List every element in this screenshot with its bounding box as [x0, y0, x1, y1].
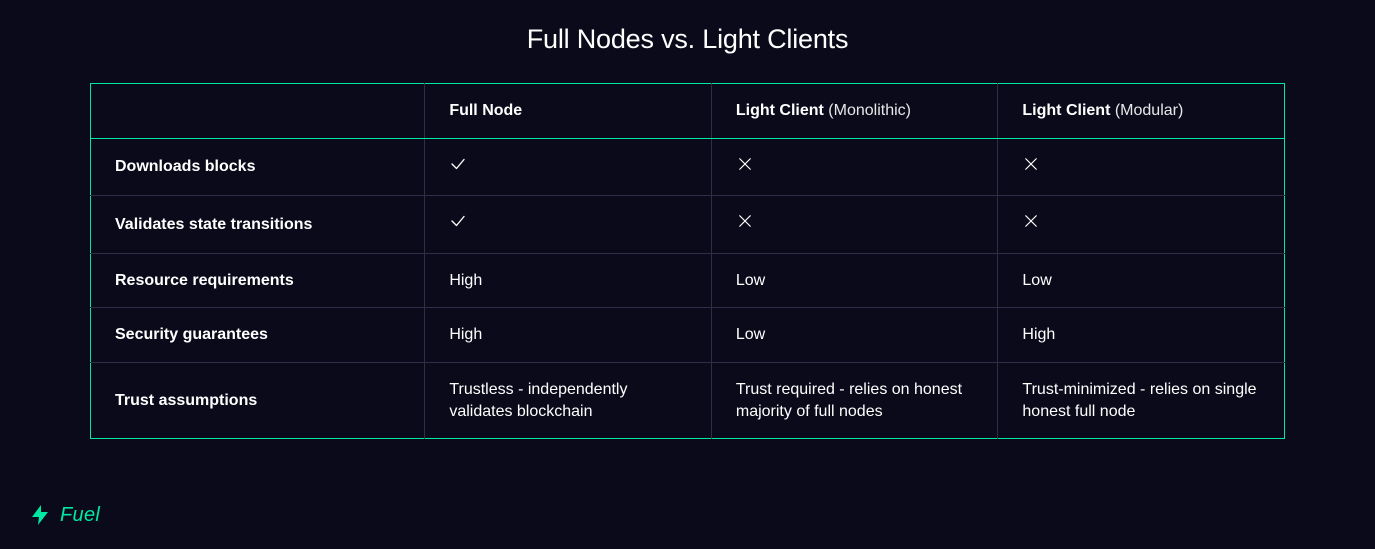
table-cell: Low — [711, 308, 998, 363]
brand-name: Fuel — [60, 504, 100, 527]
table-row: Resource requirements High Low Low — [91, 253, 1285, 308]
header-label: Light Client — [1022, 102, 1110, 119]
x-icon — [1022, 155, 1040, 173]
table-cell — [425, 196, 712, 254]
table-row: Trust assumptions Trustless - independent… — [91, 362, 1285, 438]
cell-text: Low — [736, 272, 765, 289]
cell-text: High — [449, 272, 482, 289]
cell-text: Low — [736, 326, 765, 343]
table-header-full-node: Full Node — [425, 84, 712, 139]
cell-text: Trustless - independently validates bloc… — [449, 381, 627, 420]
row-label: Trust assumptions — [91, 362, 425, 438]
footer-logo: Fuel — [28, 503, 100, 527]
table-cell: Low — [998, 253, 1285, 308]
x-icon — [736, 212, 754, 230]
row-label: Validates state transitions — [91, 196, 425, 254]
table-cell: Trust required - relies on honest majori… — [711, 362, 998, 438]
table-body: Downloads blocksValidates state transiti… — [91, 138, 1285, 439]
table-row: Security guarantees High Low High — [91, 308, 1285, 363]
cell-text: Trust required - relies on honest majori… — [736, 381, 962, 420]
row-label: Downloads blocks — [91, 138, 425, 196]
x-icon — [736, 155, 754, 173]
table-cell: Trustless - independently validates bloc… — [425, 362, 712, 438]
x-icon — [1022, 212, 1040, 230]
header-label: Full Node — [449, 102, 522, 119]
cell-text: High — [449, 326, 482, 343]
table-cell — [425, 138, 712, 196]
header-sub: (Modular) — [1115, 102, 1183, 119]
check-icon — [449, 212, 467, 230]
header-sub: (Monolithic) — [828, 102, 911, 119]
table-header-light-modular: Light Client (Modular) — [998, 84, 1285, 139]
cell-text: Trust-minimized - relies on single hones… — [1022, 381, 1256, 420]
table-cell: High — [425, 308, 712, 363]
table-header-row: Full Node Light Client (Monolithic) Ligh… — [91, 84, 1285, 139]
table-cell: Trust-minimized - relies on single hones… — [998, 362, 1285, 438]
table-header-empty — [91, 84, 425, 139]
page-title: Full Nodes vs. Light Clients — [90, 24, 1285, 55]
table-header-light-monolithic: Light Client (Monolithic) — [711, 84, 998, 139]
comparison-table: Full Node Light Client (Monolithic) Ligh… — [90, 83, 1285, 439]
check-icon — [449, 155, 467, 173]
table-cell: High — [425, 253, 712, 308]
table-cell — [998, 196, 1285, 254]
cell-text: High — [1022, 326, 1055, 343]
bolt-icon — [28, 503, 52, 527]
header-label: Light Client — [736, 102, 824, 119]
table-cell — [998, 138, 1285, 196]
comparison-container: Full Nodes vs. Light Clients Full Node L… — [0, 0, 1375, 439]
table-cell — [711, 138, 998, 196]
table-cell: High — [998, 308, 1285, 363]
cell-text: Low — [1022, 272, 1051, 289]
table-cell: Low — [711, 253, 998, 308]
row-label: Security guarantees — [91, 308, 425, 363]
table-row: Downloads blocks — [91, 138, 1285, 196]
table-row: Validates state transitions — [91, 196, 1285, 254]
table-cell — [711, 196, 998, 254]
row-label: Resource requirements — [91, 253, 425, 308]
